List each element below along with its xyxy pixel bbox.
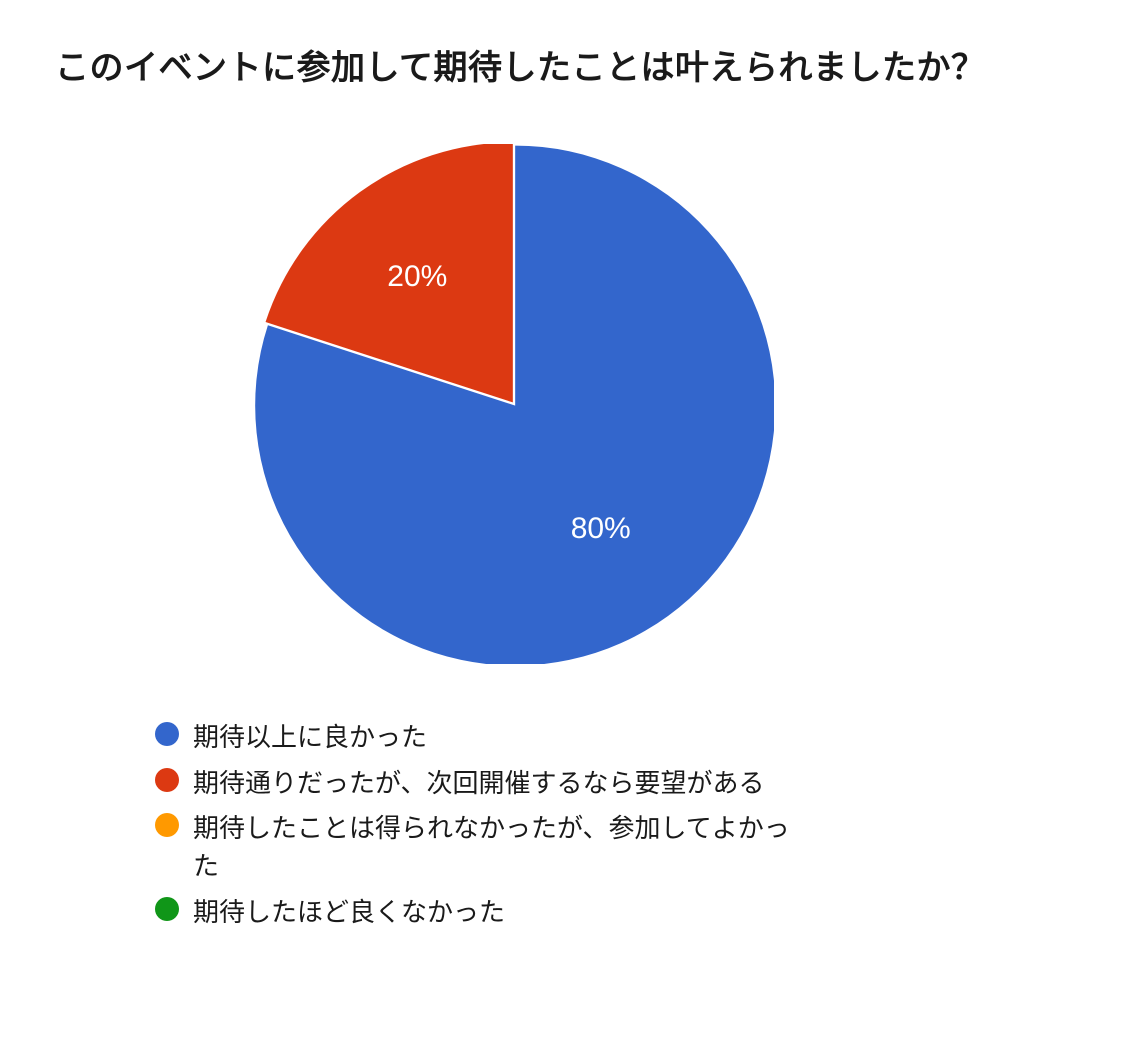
legend-label: 期待したほど良くなかった: [193, 894, 505, 932]
pie-container: 80%20%: [254, 144, 774, 664]
legend-marker-icon: [155, 897, 179, 921]
legend-label: 期待通りだったが、次回開催するなら要望がある: [193, 765, 764, 803]
legend-label: 期待したことは得られなかったが、参加してよかった: [193, 810, 813, 885]
legend-item: 期待通りだったが、次回開催するなら要望がある: [155, 765, 875, 803]
legend-marker-icon: [155, 768, 179, 792]
legend-marker-icon: [155, 722, 179, 746]
legend-item: 期待以上に良かった: [155, 719, 875, 757]
legend-label: 期待以上に良かった: [193, 719, 427, 757]
chart-title: このイベントに参加して期待したことは叶えられましたか？: [0, 40, 1148, 89]
legend-item: 期待したことは得られなかったが、参加してよかった: [155, 810, 875, 885]
legend: 期待以上に良かった期待通りだったが、次回開催するなら要望がある期待したことは得ら…: [155, 719, 875, 931]
legend-item: 期待したほど良くなかった: [155, 894, 875, 932]
legend-marker-icon: [155, 813, 179, 837]
pie-chart: 80%20%: [0, 144, 1148, 664]
pie-svg: [254, 144, 774, 664]
